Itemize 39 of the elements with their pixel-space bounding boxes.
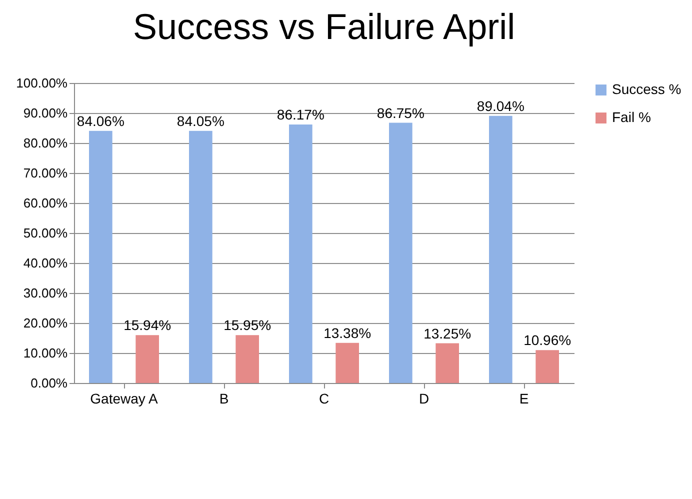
y-tick-label: 0.00% <box>30 376 68 390</box>
data-label: 86.17% <box>276 106 324 122</box>
bar <box>336 342 359 383</box>
data-label: 84.06% <box>76 112 124 129</box>
data-label: 15.95% <box>224 317 272 334</box>
y-tick-label: 80.00% <box>23 136 68 150</box>
data-label: 15.94% <box>124 317 172 334</box>
data-label: 84.05% <box>176 112 224 129</box>
data-label: 13.25% <box>424 325 472 342</box>
bar <box>236 335 259 383</box>
x-tick-label: E <box>519 390 529 406</box>
y-tick-label: 70.00% <box>23 166 68 180</box>
bar <box>536 350 559 383</box>
y-tick-label: 50.00% <box>23 226 68 240</box>
x-tick-label: C <box>318 390 330 406</box>
data-label: 10.96% <box>524 332 572 348</box>
y-tick-label: 90.00% <box>23 106 68 120</box>
bar <box>189 130 212 383</box>
x-tick-label: D <box>418 390 430 406</box>
y-tick-label: 100.00% <box>16 76 68 90</box>
y-tick-label: 20.00% <box>23 316 68 330</box>
bar <box>389 122 412 383</box>
data-label: 86.75% <box>376 104 424 121</box>
y-tick-label: 40.00% <box>23 256 68 270</box>
bar <box>89 130 112 383</box>
y-tick-label: 60.00% <box>23 196 68 210</box>
bar <box>489 116 512 383</box>
bar <box>436 343 459 383</box>
y-tick-label: 30.00% <box>23 286 68 300</box>
legend-label: Fail % <box>612 109 651 125</box>
bar <box>289 124 312 383</box>
x-tick-label: Gateway A <box>90 390 159 406</box>
legend-label: Success % <box>612 81 682 97</box>
x-tick-label: B <box>219 390 229 406</box>
data-label: 89.04% <box>476 98 524 114</box>
bar <box>136 335 159 383</box>
chart-title: Success vs Failure April <box>132 6 516 47</box>
y-tick-label: 10.00% <box>23 346 68 360</box>
data-label: 13.38% <box>324 324 372 341</box>
